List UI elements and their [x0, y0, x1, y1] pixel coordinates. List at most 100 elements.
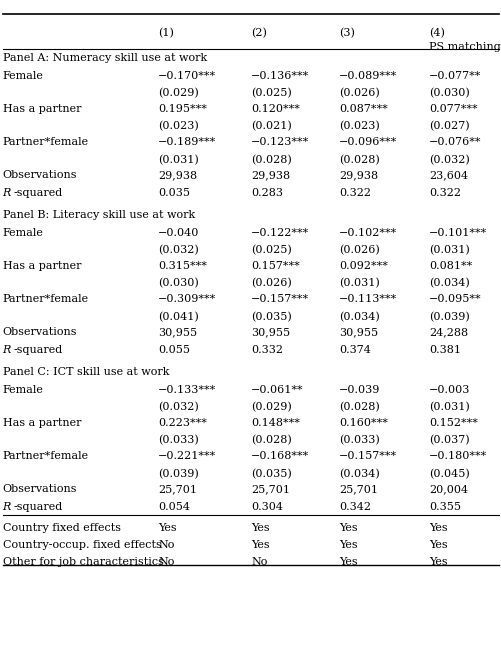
Text: (0.039): (0.039)	[158, 468, 198, 479]
Text: −0.040: −0.040	[158, 228, 199, 238]
Text: Yes: Yes	[338, 557, 357, 567]
Text: −0.113***: −0.113***	[338, 294, 396, 304]
Text: (4): (4)	[428, 27, 444, 38]
Text: −0.095**: −0.095**	[428, 294, 481, 304]
Text: 29,938: 29,938	[250, 170, 290, 180]
Text: 0.195***: 0.195***	[158, 104, 206, 114]
Text: 0.148***: 0.148***	[250, 418, 299, 428]
Text: 29,938: 29,938	[158, 170, 197, 180]
Text: (0.027): (0.027)	[428, 121, 469, 132]
Text: 20,004: 20,004	[428, 484, 467, 494]
Text: Partner*female: Partner*female	[3, 451, 89, 461]
Text: (0.026): (0.026)	[250, 278, 291, 289]
Text: 24,288: 24,288	[428, 327, 467, 337]
Text: 30,955: 30,955	[338, 327, 377, 337]
Text: (0.039): (0.039)	[428, 312, 469, 322]
Text: (3): (3)	[338, 27, 354, 38]
Text: (0.033): (0.033)	[338, 436, 379, 446]
Text: −0.123***: −0.123***	[250, 137, 309, 147]
Text: (0.034): (0.034)	[338, 312, 379, 322]
Text: 30,955: 30,955	[250, 327, 290, 337]
Text: 25,701: 25,701	[158, 484, 197, 494]
Text: −0.096***: −0.096***	[338, 137, 396, 147]
Text: (0.030): (0.030)	[158, 278, 198, 289]
Text: Has a partner: Has a partner	[3, 418, 81, 428]
Text: (0.028): (0.028)	[250, 436, 291, 446]
Text: R: R	[3, 344, 11, 355]
Text: -squared: -squared	[14, 501, 63, 512]
Text: −0.168***: −0.168***	[250, 451, 309, 461]
Text: −0.170***: −0.170***	[158, 70, 216, 81]
Text: 0.160***: 0.160***	[338, 418, 387, 428]
Text: (0.025): (0.025)	[250, 88, 291, 98]
Text: 0.381: 0.381	[428, 344, 460, 355]
Text: 0.092***: 0.092***	[338, 261, 387, 271]
Text: Yes: Yes	[250, 540, 269, 550]
Text: 0.055: 0.055	[158, 344, 190, 355]
Text: Country fixed effects: Country fixed effects	[3, 522, 120, 533]
Text: 0.322: 0.322	[338, 188, 370, 198]
Text: 23,604: 23,604	[428, 170, 467, 180]
Text: −0.102***: −0.102***	[338, 228, 396, 238]
Text: Has a partner: Has a partner	[3, 261, 81, 271]
Text: 0.304: 0.304	[250, 501, 283, 512]
Text: −0.076**: −0.076**	[428, 137, 481, 147]
Text: (0.025): (0.025)	[250, 245, 291, 256]
Text: (0.023): (0.023)	[338, 121, 379, 132]
Text: −0.157***: −0.157***	[250, 294, 309, 304]
Text: (0.029): (0.029)	[158, 88, 198, 98]
Text: (0.023): (0.023)	[158, 121, 198, 132]
Text: 0.077***: 0.077***	[428, 104, 477, 114]
Text: Country-occup. fixed effects: Country-occup. fixed effects	[3, 540, 161, 550]
Text: (0.032): (0.032)	[158, 402, 198, 413]
Text: -squared: -squared	[14, 188, 63, 198]
Text: (0.035): (0.035)	[250, 312, 291, 322]
Text: Female: Female	[3, 228, 43, 238]
Text: −0.136***: −0.136***	[250, 70, 309, 81]
Text: 0.035: 0.035	[158, 188, 190, 198]
Text: (0.030): (0.030)	[428, 88, 469, 98]
Text: −0.157***: −0.157***	[338, 451, 396, 461]
Text: 0.342: 0.342	[338, 501, 370, 512]
Text: R: R	[3, 188, 11, 198]
Text: Panel A: Numeracy skill use at work: Panel A: Numeracy skill use at work	[3, 53, 206, 63]
Text: R: R	[3, 501, 11, 512]
Text: 0.157***: 0.157***	[250, 261, 299, 271]
Text: 29,938: 29,938	[338, 170, 377, 180]
Text: Female: Female	[3, 385, 43, 394]
Text: (0.034): (0.034)	[338, 468, 379, 479]
Text: −0.180***: −0.180***	[428, 451, 486, 461]
Text: No: No	[158, 557, 174, 567]
Text: −0.309***: −0.309***	[158, 294, 216, 304]
Text: −0.133***: −0.133***	[158, 385, 216, 394]
Text: -squared: -squared	[14, 344, 63, 355]
Text: PS matching: PS matching	[428, 42, 500, 52]
Text: Observations: Observations	[3, 484, 77, 494]
Text: Panel C: ICT skill use at work: Panel C: ICT skill use at work	[3, 367, 169, 378]
Text: 0.152***: 0.152***	[428, 418, 477, 428]
Text: (0.031): (0.031)	[338, 278, 379, 289]
Text: −0.101***: −0.101***	[428, 228, 486, 238]
Text: 0.081**: 0.081**	[428, 261, 471, 271]
Text: −0.003: −0.003	[428, 385, 469, 394]
Text: (0.032): (0.032)	[428, 155, 469, 165]
Text: (0.028): (0.028)	[338, 155, 379, 165]
Text: Yes: Yes	[338, 540, 357, 550]
Text: −0.061**: −0.061**	[250, 385, 303, 394]
Text: (0.028): (0.028)	[250, 155, 291, 165]
Text: (0.032): (0.032)	[158, 245, 198, 256]
Text: (0.034): (0.034)	[428, 278, 469, 289]
Text: −0.122***: −0.122***	[250, 228, 309, 238]
Text: −0.189***: −0.189***	[158, 137, 216, 147]
Text: −0.077**: −0.077**	[428, 70, 480, 81]
Text: Partner*female: Partner*female	[3, 294, 89, 304]
Text: (0.045): (0.045)	[428, 468, 469, 479]
Text: 30,955: 30,955	[158, 327, 197, 337]
Text: 0.120***: 0.120***	[250, 104, 299, 114]
Text: Observations: Observations	[3, 327, 77, 337]
Text: Other for job characteristics: Other for job characteristics	[3, 557, 163, 567]
Text: 0.322: 0.322	[428, 188, 460, 198]
Text: No: No	[158, 540, 174, 550]
Text: Yes: Yes	[428, 522, 447, 533]
Text: Yes: Yes	[428, 540, 447, 550]
